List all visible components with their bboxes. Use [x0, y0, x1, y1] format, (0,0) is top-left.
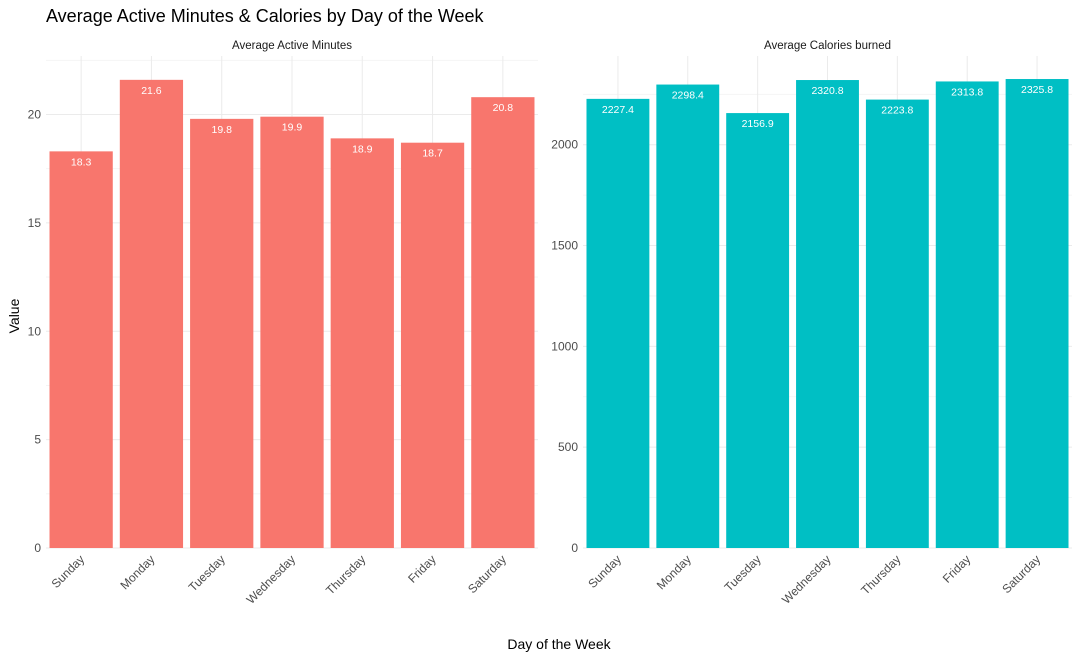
bar-wednesday — [260, 116, 324, 548]
bar-sunday — [586, 98, 650, 548]
bar-value-label: 18.3 — [71, 156, 92, 168]
bar-friday — [400, 142, 465, 548]
bar-monday — [656, 84, 720, 549]
bar-monday — [119, 79, 184, 549]
y-tick-label: 2000 — [551, 138, 578, 152]
x-tick-label: Thursday — [323, 552, 368, 597]
x-tick-label: Tuesday — [722, 552, 764, 594]
y-tick-label: 10 — [28, 324, 42, 338]
x-tick-label: Sunday — [49, 552, 88, 591]
bar-value-label: 20.8 — [493, 102, 514, 114]
x-axis-title: Day of the Week — [507, 636, 611, 652]
x-tick-label: Sunday — [585, 552, 624, 591]
x-tick-label: Tuesday — [186, 552, 228, 594]
y-tick-label: 5 — [34, 433, 41, 447]
y-tick-label: 0 — [571, 541, 578, 555]
bar-value-label: 2298.4 — [672, 90, 704, 102]
y-tick-label: 20 — [28, 108, 42, 122]
x-tick-label: Wednesday — [244, 552, 299, 607]
panels: 0 5 10 15 20 Average Active Minutes 18.3 21.6 19… — [28, 40, 1072, 607]
panel-1: 0 5 10 15 20 Average Active Minutes 18.3 21.6 19… — [28, 40, 538, 607]
x-tick-label: Wednesday — [779, 552, 834, 607]
bar-value-label: 19.9 — [282, 122, 303, 134]
panel-2: 0 500 1000 1500 2000 Average Calories burned 2… — [551, 40, 1072, 607]
bar-tuesday — [190, 118, 254, 549]
bar-value-label: 2313.8 — [951, 86, 983, 98]
panel-strip-title: Average Calories burned — [764, 40, 891, 52]
bar-value-label: 19.8 — [211, 124, 232, 136]
chart-title: Average Active Minutes & Calories by Day… — [46, 6, 485, 26]
bar-value-label: 18.9 — [352, 143, 373, 155]
bar-value-label: 2223.8 — [881, 105, 913, 117]
y-axis-title: Value — [6, 298, 22, 333]
y-tick-label: 0 — [34, 541, 41, 555]
bar-value-label: 2156.9 — [742, 118, 774, 130]
x-tick-label: Thursday — [858, 552, 903, 597]
bar-value-label: 18.7 — [422, 148, 443, 160]
bar-value-label: 2320.8 — [811, 85, 843, 97]
bar-value-label: 2227.4 — [602, 104, 634, 116]
x-tick-label: Friday — [405, 552, 438, 585]
bar-sunday — [49, 151, 113, 548]
x-tick-label: Monday — [654, 552, 694, 592]
y-tick-label: 1500 — [551, 239, 578, 253]
bar-value-label: 21.6 — [141, 85, 162, 97]
panel-strip-title: Average Active Minutes — [232, 40, 352, 52]
bar-saturday — [1005, 79, 1069, 548]
x-tick-label: Monday — [117, 552, 157, 592]
bar-saturday — [471, 97, 535, 549]
y-tick-label: 500 — [558, 440, 578, 454]
x-tick-label: Saturday — [465, 552, 509, 596]
y-tick-label: 15 — [28, 216, 42, 230]
bar-value-label: 2325.8 — [1021, 84, 1053, 96]
bar-thursday — [865, 99, 929, 549]
bar-thursday — [330, 138, 394, 548]
x-tick-label: Saturday — [999, 552, 1043, 596]
bar-friday — [935, 81, 999, 548]
bar-wednesday — [796, 80, 859, 549]
y-tick-label: 1000 — [551, 339, 578, 353]
x-tick-label: Friday — [940, 552, 973, 585]
bar-tuesday — [726, 113, 790, 548]
